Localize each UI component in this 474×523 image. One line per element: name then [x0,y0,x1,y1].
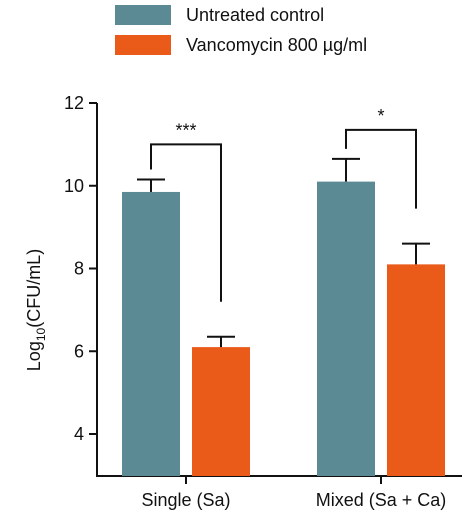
y-axis-title-subscript: 10 [34,327,48,341]
bar-1-1 [387,264,445,476]
y-axis-title-prefix: Log [24,341,44,371]
significance-label-1: * [377,106,384,126]
x-category-label-0: Single (Sa) [141,490,230,510]
y-axis-title-suffix: (CFU/mL) [24,249,44,328]
y-tick-label-8: 8 [74,259,84,279]
y-tick-label-12: 12 [64,93,84,113]
x-category-label-1: Mixed (Sa + Ca) [316,490,447,510]
y-tick-label-10: 10 [64,176,84,196]
significance-label-0: *** [175,120,196,140]
bar-1-0 [192,347,250,476]
legend-swatch-1 [115,35,171,55]
legend-label-1: Vancomycin 800 µg/ml [186,35,367,55]
significance-bracket-1 [345,128,417,209]
legend-swatch-0 [115,5,171,25]
significance-bracket-0 [150,143,222,302]
bar-0-0 [122,191,180,477]
y-tick-label-6: 6 [74,341,84,361]
y-axis-title: Log10(CFU/mL) [24,249,48,371]
legend: Untreated control Vancomycin 800 µg/ml [115,5,367,55]
y-tick-label-4: 4 [74,424,84,444]
bar-0-1 [317,181,375,477]
legend-label-0: Untreated control [186,5,324,25]
